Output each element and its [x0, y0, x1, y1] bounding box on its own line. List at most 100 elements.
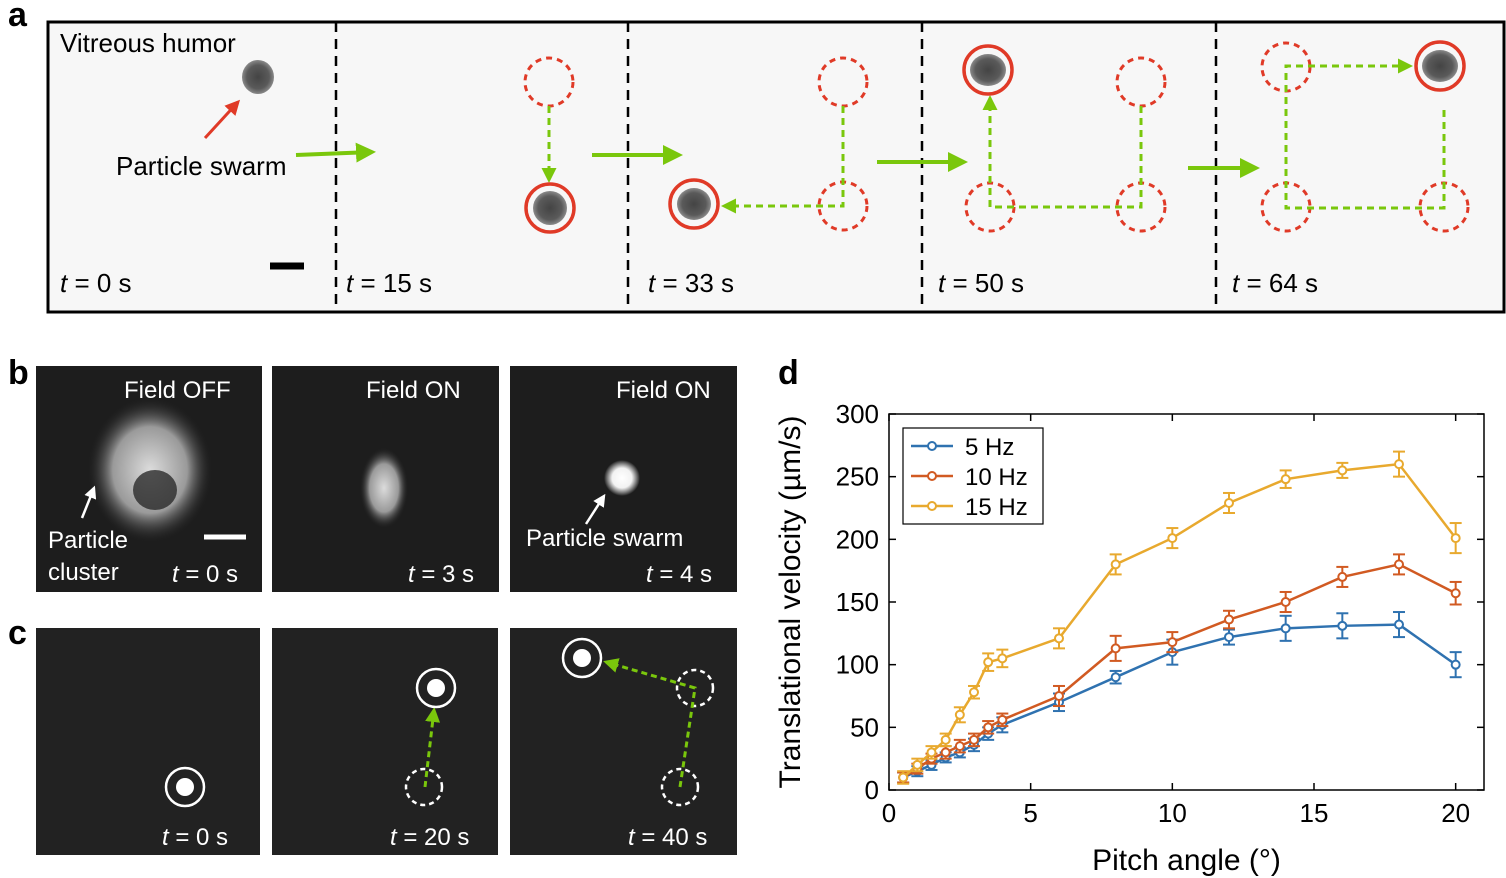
data-point	[940, 734, 951, 745]
time-stamp: t = 15 s	[346, 268, 432, 298]
panel-d-label: d	[778, 354, 799, 392]
y-tick-label: 50	[850, 712, 879, 742]
x-tick-label: 0	[882, 798, 896, 828]
data-point	[997, 714, 1008, 725]
current-position	[524, 182, 576, 234]
cluster-hole	[133, 470, 177, 510]
data-point	[1167, 533, 1178, 544]
y-tick-label: 0	[865, 775, 879, 805]
swarm-label: Particle swarm	[116, 151, 286, 181]
data-point	[1394, 459, 1404, 470]
y-tick-label: 200	[836, 524, 879, 554]
y-tick-label: 250	[836, 462, 879, 492]
image-frame	[272, 628, 498, 855]
data-point	[940, 747, 951, 758]
particle-swarm	[176, 778, 194, 796]
data-point	[954, 741, 965, 752]
data-point	[1224, 632, 1234, 643]
image-frame	[36, 628, 260, 855]
current-position	[415, 667, 457, 709]
y-tick-label: 150	[836, 587, 879, 617]
particle-swarm	[427, 679, 445, 697]
data-point	[969, 687, 979, 698]
legend-label: 15 Hz	[965, 494, 1028, 521]
particle-swarm	[533, 191, 567, 225]
particle-cluster	[88, 398, 212, 542]
data-point	[997, 653, 1008, 664]
x-axis-label: Pitch angle (°)	[1092, 844, 1281, 877]
frame-title: Field ON	[366, 377, 461, 404]
data-point	[954, 709, 965, 720]
series-line	[902, 462, 1457, 779]
pointer-arrow	[203, 99, 241, 140]
data-point	[1394, 559, 1404, 570]
legend-label: 5 Hz	[965, 434, 1014, 461]
current-position	[962, 44, 1014, 96]
current-position	[164, 766, 206, 808]
data-point	[1450, 588, 1461, 599]
series-line	[902, 563, 1457, 779]
panel-c: c t = 0 s t = 20 s t = 40 s	[8, 614, 737, 855]
legend-marker	[927, 441, 937, 451]
panel-c-label: c	[8, 614, 27, 652]
data-point	[1110, 643, 1121, 654]
time-stamp: t = 4 s	[646, 561, 712, 588]
data-point	[1280, 474, 1291, 485]
data-point	[1054, 633, 1064, 644]
time-arrow	[295, 142, 376, 163]
series-line	[902, 623, 1457, 779]
data-point	[1337, 620, 1348, 631]
data-point	[1110, 559, 1121, 570]
path-arrow	[721, 106, 845, 214]
data-point	[983, 657, 994, 668]
data-point	[969, 734, 979, 745]
time-stamp: t = 3 s	[408, 561, 474, 588]
data-point	[1337, 465, 1348, 476]
time-stamp: t = 0 s	[162, 824, 228, 851]
panel-a: a Vitreous humor Particle swarm	[8, 0, 1506, 314]
data-point	[1167, 637, 1178, 648]
x-tick-label: 5	[1023, 798, 1037, 828]
data-point	[898, 772, 909, 783]
data-point	[1280, 623, 1291, 634]
data-point	[1110, 672, 1121, 683]
y-tick-label: 100	[836, 650, 879, 680]
path-arrow	[423, 707, 441, 788]
legend-marker	[927, 471, 937, 481]
current-position	[561, 637, 603, 679]
cluster-label: cluster	[48, 559, 119, 586]
time-stamp: t = 40 s	[628, 824, 707, 851]
particle-swarm	[360, 448, 408, 528]
time-stamp: t = 0 s	[60, 268, 132, 298]
medium-label: Vitreous humor	[60, 28, 236, 58]
panel-b-label: b	[8, 354, 29, 392]
panel-a-label: a	[8, 0, 28, 34]
swarm-label: Particle swarm	[526, 525, 683, 552]
time-stamp: t = 33 s	[648, 268, 734, 298]
path-arrow	[1284, 58, 1446, 210]
time-stamp: t = 50 s	[938, 268, 1024, 298]
cluster-label: Particle	[48, 527, 128, 554]
data-point	[1450, 659, 1461, 670]
x-tick-label: 20	[1441, 798, 1470, 828]
pointer-arrow	[584, 493, 606, 525]
data-point	[912, 759, 923, 770]
previous-position	[675, 668, 715, 708]
y-axis-label: Translational velocity (µm/s)	[774, 416, 807, 789]
data-point	[1054, 691, 1064, 701]
previous-position	[660, 767, 700, 807]
data-point	[1280, 597, 1291, 607]
image-frame	[510, 628, 737, 855]
panel-b: b Field OFF Particle cluster t = 0 s Fie…	[8, 354, 737, 592]
time-stamp: t = 64 s	[1232, 268, 1318, 298]
data-point	[1394, 619, 1404, 630]
particle-swarm	[677, 188, 711, 220]
time-stamp: t = 0 s	[172, 561, 238, 588]
previous-position	[404, 767, 444, 807]
path-arrow	[603, 658, 697, 788]
x-tick-label: 10	[1158, 798, 1187, 828]
particle-swarm	[970, 54, 1006, 86]
frame-title: Field ON	[616, 377, 711, 404]
